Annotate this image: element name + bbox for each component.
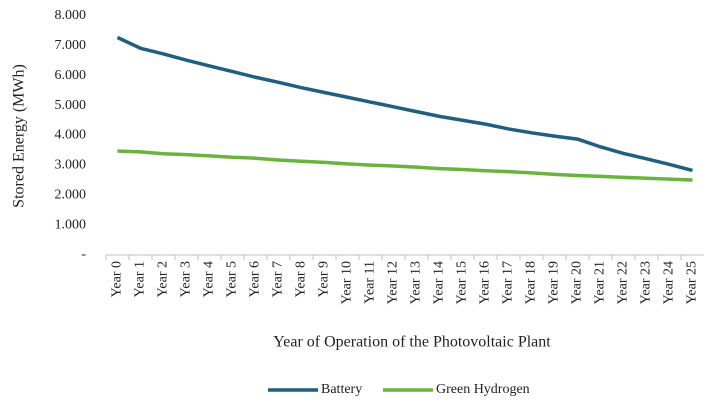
x-tick-label: Year 3 [179,261,194,297]
y-tick-label: 8.000 [55,8,87,23]
x-tick-label: Year 8 [294,261,309,297]
x-tick-label: Year 9 [317,261,332,297]
x-tick-label: Year 13 [409,261,424,304]
x-tick-label: Year 19 [547,261,562,304]
line-series [116,35,693,173]
x-tick-label: Year 22 [616,261,631,304]
x-tick-label: Year 4 [202,261,217,297]
x-tick-label: Year 6 [248,261,263,297]
x-tick-label: Year 17 [501,261,516,304]
x-tick-label: Year 24 [662,261,677,304]
legend-label: Battery [321,382,362,397]
x-tick-label: Year 12 [386,261,401,304]
x-tick-label: Year 18 [524,261,539,304]
x-tick-label: Year 5 [225,261,240,297]
y-tick-label: - [81,247,86,262]
x-tick-label: Year 1 [133,261,148,297]
x-tick-label: Year 16 [478,261,493,304]
y-tick-label: 5.000 [55,98,87,113]
y-axis-title: Stored Energy (MWh) [11,64,28,208]
legend-label: Green Hydrogen [436,382,530,397]
x-tick-label: Year 2 [156,261,171,297]
x-tick-label: Year 7 [271,261,286,297]
x-tick-label: Year 10 [340,261,355,304]
x-tick-label: Year 25 [685,261,700,304]
y-tick-label: 6.000 [55,68,87,83]
x-tick-label: Year 23 [639,261,654,304]
x-tick-label: Year 14 [432,261,447,304]
line-series [117,149,693,182]
x-tick-label: Year 15 [455,261,470,304]
y-tick-label: 4.000 [55,128,87,143]
y-tick-label: 3.000 [55,158,87,173]
x-tick-label: Year 11 [363,261,378,304]
y-tick-label: 7.000 [55,38,87,53]
x-axis-title: Year of Operation of the Photovoltaic Pl… [273,334,551,351]
x-tick-label: Year 20 [570,261,585,304]
x-tick-label: Year 0 [110,261,125,297]
y-tick-label: 1.000 [55,217,87,232]
y-tick-label: 2.000 [55,187,87,202]
x-tick-label: Year 21 [593,261,608,304]
